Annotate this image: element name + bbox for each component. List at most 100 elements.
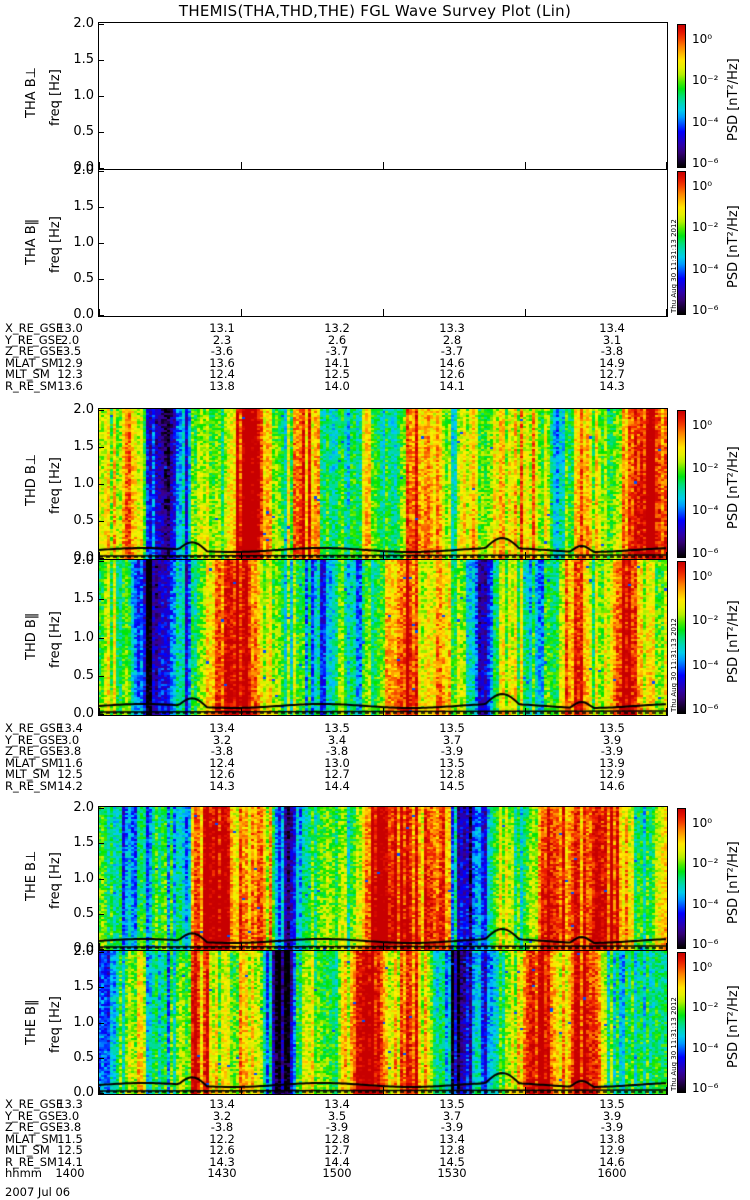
ephemeris-value: 12.9 xyxy=(57,355,83,370)
ephemeris-value: -3.8 xyxy=(210,744,234,758)
y-tick-mark xyxy=(98,168,104,169)
y-tick-label: 2.0 xyxy=(73,16,94,31)
ephemeris-value: 3.0 xyxy=(60,732,80,747)
x-tick-mark xyxy=(525,309,526,316)
ephemeris-value: 12.2 xyxy=(209,1131,235,1146)
ephemeris-row: MLT_SM 12.3 12.4 12.5 12.6 12.7 xyxy=(5,367,705,381)
y-axis-unit-label: freq [Hz] xyxy=(48,851,63,909)
ephemeris-name: R_RE_SM xyxy=(5,1154,57,1169)
y-tick-mark xyxy=(98,949,104,950)
ephemeris-value: 14.6 xyxy=(599,1154,625,1169)
x-tick-mark xyxy=(525,708,526,715)
ephemeris-value: -3.9 xyxy=(325,1120,349,1134)
ephemeris-table: X_RE_GSE 13.0 13.1 13.2 13.3 13.4 Y_RE_GSE 2.0 2… xyxy=(5,321,705,393)
ephemeris-row: R_RE_SM 14.1 14.3 14.4 14.5 14.6 xyxy=(5,1154,705,1169)
ephemeris-value: 13.4 xyxy=(324,1097,350,1111)
spectrogram-panel xyxy=(98,169,668,317)
y-tick-mark xyxy=(98,171,104,172)
ephemeris-value: 12.7 xyxy=(599,367,625,381)
colorbar-tick-label: 10⁻⁴ xyxy=(692,657,719,672)
y-tick-label: 2.0 xyxy=(73,553,94,568)
ephemeris-name: Y_RE_GSE xyxy=(5,332,63,347)
ephemeris-value: 12.8 xyxy=(324,1131,350,1146)
ephemeris-row: Z_RE_GSE -3.8 -3.8 -3.9 -3.9 -3.9 xyxy=(5,1120,705,1134)
ephemeris-name: R_RE_SM xyxy=(5,778,57,793)
x-tick-mark xyxy=(525,162,526,169)
ephemeris-value: 13.4 xyxy=(209,1097,235,1111)
x-tick-mark xyxy=(241,943,242,950)
ephemeris-value: 12.7 xyxy=(324,1143,350,1157)
x-tick-mark xyxy=(241,708,242,715)
y-axis-unit-label: freq [Hz] xyxy=(48,69,63,126)
colorbar-label: PSD [nT²/Hz] xyxy=(726,599,741,683)
y-axis-unit-label: freq [Hz] xyxy=(48,457,63,514)
colorbar-tick-label: 10⁻⁴ xyxy=(692,261,719,276)
colorbar-label: PSD [nT²/Hz] xyxy=(726,840,741,924)
x-tick-mark xyxy=(383,1087,384,1094)
ephemeris-value: -3.8 xyxy=(58,744,82,758)
ephemeris-value: 3.4 xyxy=(327,732,347,747)
colorbar-tick-label: 10⁰ xyxy=(692,32,713,46)
y-tick-mark xyxy=(98,447,104,448)
ephemeris-value: 1600 xyxy=(597,1166,627,1180)
panel-component-label: THD B‖ xyxy=(24,612,39,660)
ephemeris-name: MLAT_SM xyxy=(5,355,59,370)
ephemeris-row: R_RE_SM 13.6 13.8 14.0 14.1 14.3 xyxy=(5,380,705,393)
y-tick-label: 0.5 xyxy=(73,124,94,139)
ephemeris-row: X_RE_GSE 13.3 13.4 13.4 13.5 13.5 xyxy=(5,1097,705,1111)
colorbar-tick-label: 10⁻⁶ xyxy=(692,303,719,317)
y-tick-mark xyxy=(98,561,104,562)
ephemeris-value: 14.5 xyxy=(439,1154,465,1169)
ephemeris-value: -3.8 xyxy=(210,1120,234,1134)
ephemeris-name: Y_RE_GSE xyxy=(5,1108,63,1123)
x-tick-mark xyxy=(241,309,242,316)
y-tick-label: 2.0 xyxy=(73,800,94,815)
ephemeris-value: -3.9 xyxy=(600,1120,624,1134)
y-tick-mark xyxy=(98,96,104,97)
colorbar-label: PSD [nT²/Hz] xyxy=(726,205,741,288)
colorbar-tick-label: 10⁻² xyxy=(692,613,719,628)
colorbar-tick-label: 10⁰ xyxy=(692,960,713,974)
colorbar-tick-label: 10⁻⁴ xyxy=(692,896,719,911)
ephemeris-value: 14.1 xyxy=(57,1154,83,1169)
ephemeris-value: 2.3 xyxy=(212,332,232,347)
ephemeris-value: 12.9 xyxy=(599,767,625,781)
y-tick-label: 0.0 xyxy=(73,550,94,565)
ephemeris-name: Y_RE_GSE xyxy=(5,732,63,747)
ephemeris-value: 13.4 xyxy=(439,1131,465,1146)
colorbar-tick-label: 10⁰ xyxy=(692,418,713,432)
y-axis-unit-label: freq [Hz] xyxy=(48,216,63,273)
colorbar-tick-label: 10⁻² xyxy=(692,856,719,871)
y-tick-label: 1.0 xyxy=(73,476,94,491)
colorbar xyxy=(677,808,686,949)
ephemeris-name: MLT_SM xyxy=(5,367,50,381)
y-tick-mark xyxy=(98,558,104,559)
ephemeris-value: -3.7 xyxy=(325,344,349,358)
ephemeris-row: Y_RE_GSE 3.0 3.2 3.4 3.7 3.9 xyxy=(5,732,705,747)
ephemeris-row: R_RE_SM 14.2 14.3 14.4 14.5 14.6 xyxy=(5,778,705,793)
x-tick-mark xyxy=(99,552,100,559)
spectrogram-image xyxy=(99,409,667,559)
colorbar xyxy=(677,171,686,315)
ephemeris-value: 3.5 xyxy=(327,1108,347,1123)
x-tick-mark xyxy=(525,943,526,950)
y-tick-label: 0.0 xyxy=(73,941,94,956)
ephemeris-row: Y_RE_GSE 2.0 2.3 2.6 2.8 3.1 xyxy=(5,332,705,347)
ephemeris-value: -3.7 xyxy=(440,344,464,358)
ephemeris-table: X_RE_GSE 13.3 13.4 13.4 13.5 13.5 Y_RE_GSE 3.0 3… xyxy=(5,1097,705,1180)
y-tick-mark xyxy=(98,60,104,61)
x-tick-mark xyxy=(383,552,384,559)
y-tick-mark xyxy=(98,843,104,845)
ephemeris-value: 13.4 xyxy=(599,321,625,335)
x-tick-mark xyxy=(525,552,526,559)
colorbar-label: PSD [nT²/Hz] xyxy=(726,446,741,529)
ephemeris-name: MLT_SM xyxy=(5,1143,50,1157)
y-tick-label: 2.0 xyxy=(73,163,94,178)
ephemeris-value: 12.6 xyxy=(209,1143,235,1157)
y-tick-mark xyxy=(98,279,104,280)
y-tick-mark xyxy=(98,521,104,522)
ephemeris-value: 12.4 xyxy=(209,367,235,381)
ephemeris-value: 2.8 xyxy=(442,332,462,347)
y-tick-mark xyxy=(98,410,104,411)
y-tick-mark xyxy=(98,1022,104,1024)
